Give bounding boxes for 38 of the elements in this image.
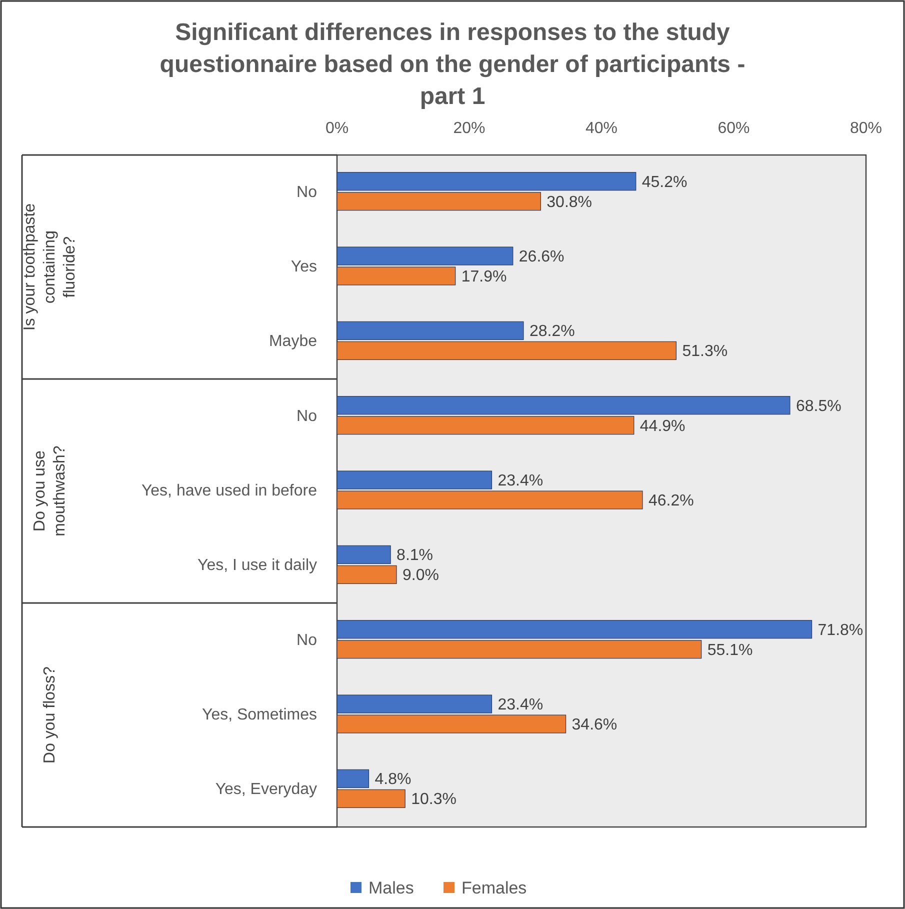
y-tick-label: Yes, Sometimes xyxy=(202,706,317,724)
x-tick-label: 0% xyxy=(325,120,349,137)
data-label: 23.4% xyxy=(498,696,544,714)
data-label: 68.5% xyxy=(796,398,842,415)
data-label: 34.6% xyxy=(572,716,618,734)
y-tick-label: Yes, I use it daily xyxy=(198,557,317,574)
x-tick-label: 60% xyxy=(718,120,750,137)
y-tick-label: No xyxy=(296,632,318,649)
x-tick-label: 80% xyxy=(850,120,882,137)
y-tick-label: Yes xyxy=(290,258,317,276)
data-label: 45.2% xyxy=(642,174,688,191)
y-tick-label: No xyxy=(296,184,318,201)
data-label: 10.3% xyxy=(411,791,456,808)
x-tick-label: 40% xyxy=(585,120,618,137)
y-tick-label: No xyxy=(296,408,318,425)
text: Do you floss? xyxy=(42,666,58,764)
x-tick-label: 20% xyxy=(453,120,486,137)
text: Do you use mouthwash? xyxy=(32,446,68,536)
text: Is your toothpaste containing fluoride? xyxy=(22,203,78,331)
data-label: 71.8% xyxy=(818,622,864,639)
data-label: 46.2% xyxy=(648,492,694,510)
y-tick-label: Yes, Everyday xyxy=(215,781,317,798)
data-label: 30.8% xyxy=(546,194,592,211)
data-label: 8.1% xyxy=(396,547,434,564)
data-label: 17.9% xyxy=(461,268,507,286)
data-label: 9.0% xyxy=(402,567,439,584)
legend-label: Males xyxy=(368,878,414,898)
data-label: 44.9% xyxy=(640,418,686,435)
y-tick-label: Yes, have used in before xyxy=(141,482,318,500)
data-label: 4.8% xyxy=(374,771,412,788)
data-label: 51.3% xyxy=(682,343,728,360)
legend-label: Females xyxy=(462,878,527,898)
data-label: 28.2% xyxy=(529,323,575,340)
y-tick-label: Maybe xyxy=(268,333,318,350)
data-label: 23.4% xyxy=(498,472,544,490)
chart-title: Significant differences in responses to the study questionnaire based on the gender of participants - part 1 xyxy=(160,19,746,110)
data-label: 55.1% xyxy=(707,642,753,659)
data-label: 26.6% xyxy=(518,248,564,266)
